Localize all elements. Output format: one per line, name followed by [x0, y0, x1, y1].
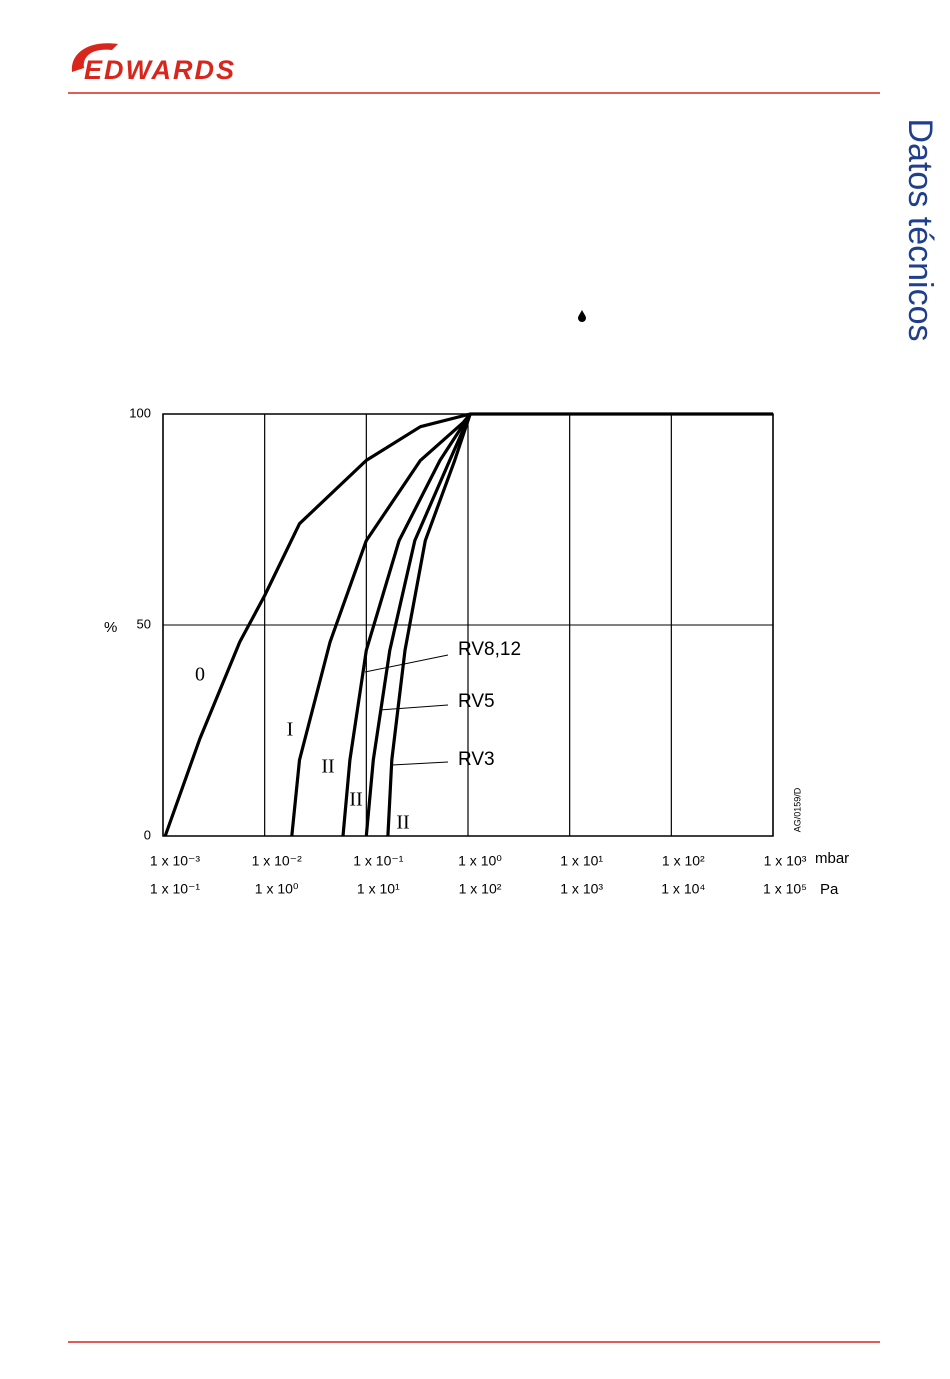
x2-tick-label: 1 x 10⁻¹ — [150, 881, 201, 897]
curve-label: II — [349, 789, 362, 811]
x2-tick-label: 1 x 10⁵ — [763, 881, 807, 897]
curve — [163, 412, 773, 837]
x2-unit: Pa — [820, 881, 839, 898]
annotation: RV5 — [458, 691, 495, 712]
curve — [364, 413, 472, 837]
x2-tick-label: 1 x 10¹ — [357, 881, 400, 897]
leader-line — [379, 704, 449, 711]
side-title: Datos técnicos — [901, 119, 939, 342]
x2-tick-label: 1 x 10³ — [560, 881, 603, 897]
x-tick-label: 1 x 10¹ — [560, 853, 603, 869]
y-tick-label: 100 — [129, 405, 151, 420]
x-tick-label: 1 x 10³ — [764, 853, 807, 869]
x-tick-label: 1 x 10⁰ — [458, 853, 502, 869]
leader-line — [391, 761, 449, 766]
x2-tick-label: 1 x 10⁴ — [661, 881, 705, 897]
x2-tick-label: 1 x 10² — [459, 881, 502, 897]
annotation: RV3 — [458, 749, 495, 770]
x-unit: mbar — [815, 850, 849, 867]
drop-icon — [578, 310, 586, 322]
curve — [386, 413, 472, 837]
x-tick-label: 1 x 10⁻³ — [150, 853, 201, 869]
y-axis-label: % — [104, 619, 117, 636]
logo-swoosh — [71, 43, 118, 72]
x-tick-label: 1 x 10⁻¹ — [353, 853, 404, 869]
curve-label: 0 — [195, 664, 205, 686]
y-tick-label: 50 — [137, 616, 151, 631]
figure-code: AG/0159/D — [792, 787, 802, 832]
curve-label: II — [396, 812, 409, 834]
curve — [341, 413, 472, 837]
y-tick-label: 0 — [144, 827, 151, 842]
leader-line — [364, 654, 449, 673]
annotation: RV8,12 — [458, 639, 521, 660]
x-tick-label: 1 x 10² — [662, 853, 705, 869]
x2-tick-label: 1 x 10⁰ — [255, 881, 299, 897]
logo: EDWARDS — [84, 55, 236, 85]
curve-label: I — [287, 719, 294, 741]
curve-label: II — [321, 756, 334, 778]
x-tick-label: 1 x 10⁻² — [252, 853, 303, 869]
